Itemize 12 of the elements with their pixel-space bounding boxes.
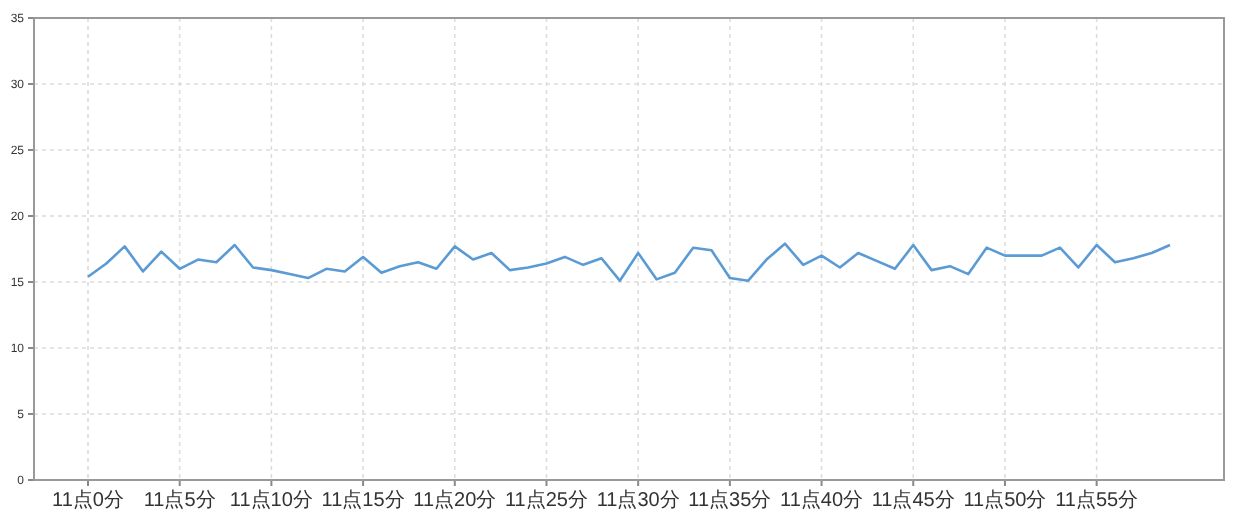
x-tick-label: 11点0分 bbox=[52, 488, 124, 512]
x-tick-label: 11点45分 bbox=[871, 488, 955, 512]
x-tick-label: 11点15分 bbox=[321, 488, 405, 512]
x-tick-label: 11点30分 bbox=[596, 488, 680, 512]
x-tick-label: 11点5分 bbox=[143, 488, 216, 512]
x-tick-label: 11点40分 bbox=[780, 488, 864, 512]
x-tick-label: 11点35分 bbox=[688, 488, 772, 512]
x-tick-label: 11点20分 bbox=[413, 488, 497, 512]
x-tick-label: 11点55分 bbox=[1055, 488, 1139, 512]
x-tick-label: 11点10分 bbox=[229, 488, 313, 512]
x-tick-label: 11点25分 bbox=[504, 488, 588, 512]
x-tick-label: 11点50分 bbox=[963, 488, 1047, 512]
